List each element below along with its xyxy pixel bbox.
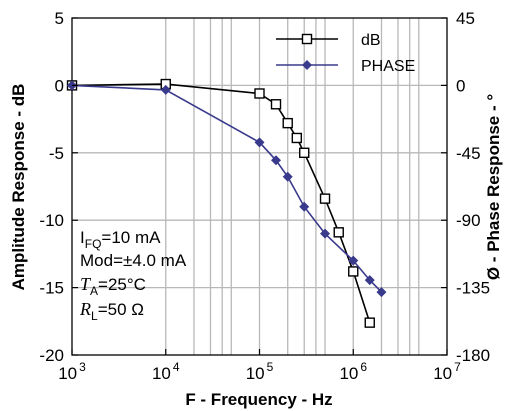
data-point-db [348, 266, 359, 277]
data-point-db [270, 99, 282, 110]
data-point-phase [254, 137, 265, 148]
y2-tick-label: 45 [456, 9, 475, 28]
legend: dB PHASE [276, 32, 415, 75]
legend-phase-marker [302, 60, 312, 70]
x-tick-label: 10 5 [246, 360, 274, 383]
grid [72, 18, 447, 355]
legend-db-marker [301, 33, 313, 45]
ta-annotation: TA=25°C [80, 274, 146, 298]
mod-annotation: Mod=±4.0 mA [80, 251, 187, 270]
y2-tick-label: -135 [456, 279, 490, 298]
data-point-db [333, 227, 344, 238]
data-point-phase [348, 255, 359, 266]
data-point-db [282, 117, 293, 129]
series-layer [66, 78, 387, 328]
data-point-phase [271, 155, 282, 166]
y-tick-label: -5 [49, 144, 64, 163]
data-point-phase [282, 171, 293, 182]
ticks-layer: 10 3 10 4 10 5 10 6 10 7 5 0 -5 -10 -15 -20 45 0 -45 -90 -13… [39, 9, 490, 383]
conditions-annotation: IFQ=10 mA Mod=±4.0 mA TA=25°C RL=50 Ω [79, 228, 187, 323]
data-point-db [299, 147, 310, 159]
legend-db-label: dB [361, 32, 381, 49]
x-tick-label: 10 3 [58, 360, 86, 383]
y-tick-label: -20 [39, 346, 64, 365]
y2-tick-label: -90 [456, 211, 481, 230]
data-point-phase [364, 275, 375, 286]
data-point-phase [376, 287, 387, 298]
data-point-db [254, 88, 265, 99]
data-point-phase [320, 228, 331, 239]
data-point-db [291, 132, 303, 144]
x-tick-label: 10 4 [152, 360, 180, 383]
y-tick-label: 0 [55, 76, 64, 95]
x-tick-label: 10 7 [433, 360, 461, 383]
series-line-phase [71, 84, 383, 293]
y-tick-label: -10 [39, 211, 64, 230]
data-point-phase [299, 201, 310, 212]
data-point-db [319, 193, 331, 204]
rl-annotation: RL=50 Ω [79, 299, 144, 323]
y-axis-title: Amplitude Response - dB [9, 84, 28, 291]
y-tick-label: -15 [39, 279, 64, 298]
legend-phase-label: PHASE [361, 58, 415, 75]
y2-axis-title: Ø - Phase Response - ° [484, 94, 503, 280]
y2-tick-label: -45 [456, 144, 481, 163]
data-point-phase [160, 84, 171, 95]
data-point-db [364, 317, 375, 328]
x-tick-label: 10 6 [339, 360, 367, 383]
ifq-annotation: IFQ=10 mA [80, 228, 161, 251]
y2-tick-label: 0 [456, 76, 465, 95]
y-tick-label: 5 [55, 9, 64, 28]
x-axis-title: F - Frequency - Hz [185, 390, 332, 409]
y2-tick-label: -180 [456, 346, 490, 365]
